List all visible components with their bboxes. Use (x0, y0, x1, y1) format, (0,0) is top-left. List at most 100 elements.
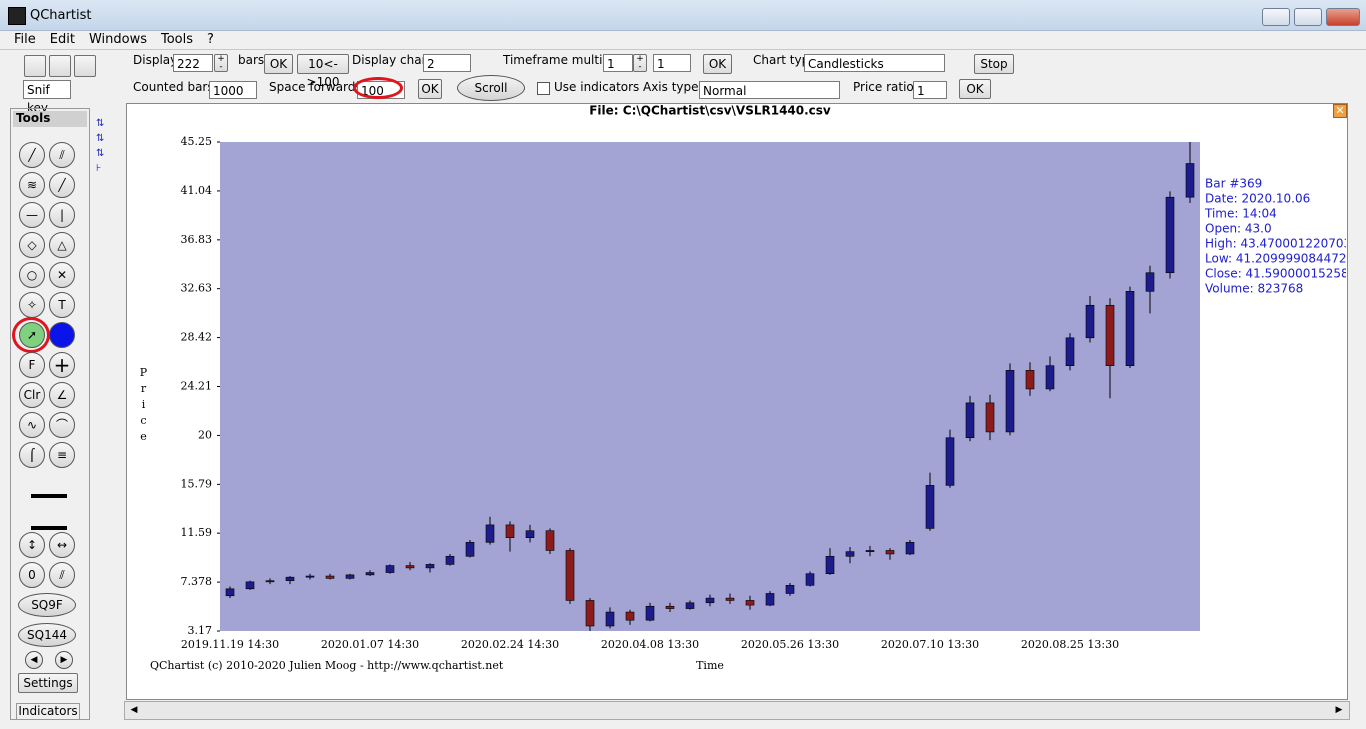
tool-button[interactable]: F (19, 352, 45, 378)
next-button[interactable]: ▶ (55, 651, 73, 669)
close-chart-button[interactable]: ✕ (1333, 104, 1347, 118)
x-tick-label: 2020.01.07 14:30 (321, 638, 419, 651)
toggle-button[interactable]: 10<->100 (297, 54, 349, 89)
tool-button[interactable]: ∠ (49, 382, 75, 408)
minimize-button[interactable] (1262, 8, 1290, 26)
candle-body (265, 580, 275, 583)
scrollbar[interactable]: ◀ ▶ (124, 701, 1350, 720)
tool-button[interactable]: ≡ (49, 442, 75, 468)
candle-body (485, 524, 495, 543)
tool-button[interactable]: ↕ (19, 532, 45, 558)
panel-title: Tools (13, 111, 87, 127)
tool-button[interactable]: Clr (19, 382, 45, 408)
ok-button[interactable]: OK (264, 54, 293, 74)
scroll-right[interactable]: ▶ (1335, 705, 1343, 715)
candle-body (325, 575, 335, 579)
info-line: Low: 41.2099990844726 (1205, 252, 1346, 266)
menu-item[interactable]: Edit (49, 32, 75, 47)
y-tick-label: 7.378 (181, 575, 213, 588)
ok-button[interactable]: OK (418, 79, 442, 99)
scroll-left[interactable]: ◀ (130, 705, 138, 715)
tool-button[interactable]: 0 (19, 562, 45, 588)
tool-button[interactable]: ✧ (19, 292, 45, 318)
menu-item[interactable]: Windows (88, 32, 147, 47)
chart-title: File: C:\QChartist\csv\VSLR1440.csv (589, 104, 831, 118)
tool-button[interactable]: ⌠ (19, 442, 45, 468)
stop-button[interactable]: Stop (974, 54, 1014, 74)
indicators-tab[interactable]: Indicators (16, 703, 80, 720)
open-button[interactable] (24, 55, 46, 77)
price-ratio-field[interactable]: 1 (913, 81, 947, 99)
menu-item[interactable]: ? (207, 32, 214, 47)
chart-type-select[interactable]: Candlesticks (804, 54, 945, 72)
tool-button[interactable]: ╱ (49, 172, 75, 198)
ok-button[interactable]: OK (959, 79, 991, 99)
label: bars (238, 53, 265, 67)
tool-button[interactable]: ⫽ (49, 562, 75, 588)
maximize-button[interactable] (1294, 8, 1322, 26)
timeframe-field[interactable]: 1 (603, 54, 633, 72)
y-tick-label: 11.59 (181, 526, 213, 539)
label: Use indicators (554, 80, 640, 94)
candle-body (1085, 304, 1095, 339)
window-title: QChartist (30, 8, 92, 23)
y-tick-label: 41.04 (181, 184, 213, 197)
tool-button[interactable]: T (49, 292, 75, 318)
counted-field[interactable]: 1000 (209, 81, 257, 99)
color-button[interactable] (49, 322, 75, 348)
plot-area (220, 142, 1200, 631)
tool-button[interactable]: ◇ (19, 232, 45, 258)
candle-body (245, 581, 255, 590)
prev-button[interactable]: ◀ (25, 651, 43, 669)
scroll-mode-button[interactable]: Scroll mode (457, 75, 525, 119)
print-button[interactable] (74, 55, 96, 77)
candle-body (865, 550, 875, 552)
close-button[interactable] (1326, 8, 1360, 26)
tool-button[interactable]: ✕ (49, 262, 75, 288)
tools-panel: Tools ╱ ⫽ ≋ ╱ — | ◇ △ ○ ✕ ✧ T ➚ F + Clr … (10, 108, 90, 720)
tool-button[interactable]: ≋ (19, 172, 45, 198)
y-tick-label: 3.17 (188, 624, 213, 637)
info-line: Date: 2020.10.06 (1205, 192, 1310, 206)
label: Counted bars: (133, 80, 218, 94)
tool-button[interactable]: ↔ (49, 532, 75, 558)
menu-item[interactable]: File (14, 32, 36, 47)
timeframe-select[interactable]: 1 (653, 54, 691, 72)
tool-button[interactable]: — (19, 202, 45, 228)
x-tick-label: 2020.02.24 14:30 (461, 638, 559, 651)
tool-button[interactable]: △ (49, 232, 75, 258)
display-field[interactable]: 222 (173, 54, 213, 72)
menu-item[interactable]: Tools (160, 32, 194, 47)
candle-body (525, 530, 535, 538)
ok-button[interactable]: OK (703, 54, 732, 74)
y-tick-label: 24.21 (181, 380, 213, 393)
tool-button[interactable]: ⫽ (49, 142, 75, 168)
sq144-button[interactable]: SQ144 (18, 623, 76, 647)
spinner[interactable]: + - (633, 54, 647, 72)
info-line: Time: 14:04 (1204, 207, 1277, 221)
save-button[interactable] (49, 55, 71, 77)
x-tick-label: 2020.04.08 13:30 (601, 638, 699, 651)
axis-type-select[interactable]: Normal (699, 81, 840, 99)
title-bar: QChartist (0, 0, 1366, 31)
settings-button[interactable]: Settings (18, 673, 78, 693)
candle-body (1025, 370, 1035, 390)
y-tick-label: 28.42 (181, 331, 213, 344)
checkbox[interactable] (537, 82, 550, 95)
side-icons: ⇅ ⇅ ⇅ ⊦ (96, 118, 105, 174)
tool-button[interactable]: + (49, 352, 75, 378)
spinner[interactable]: + - (214, 54, 228, 72)
snif-key-field[interactable]: Snif key (23, 80, 71, 115)
candle-body (945, 437, 955, 486)
display-chart-select[interactable]: 2 (423, 54, 471, 72)
highlight-ring (12, 317, 50, 353)
sq9f-button[interactable]: SQ9F (18, 593, 76, 617)
tool-button[interactable]: | (49, 202, 75, 228)
label: Display (133, 53, 178, 67)
tool-button[interactable]: ∿ (19, 412, 45, 438)
tool-button[interactable]: ○ (19, 262, 45, 288)
toolbar: Snif key Display 222 + - bars OK 10<->100… (0, 50, 1366, 119)
tool-button[interactable]: ⌒ (49, 412, 75, 438)
tool-button[interactable]: ╱ (19, 142, 45, 168)
